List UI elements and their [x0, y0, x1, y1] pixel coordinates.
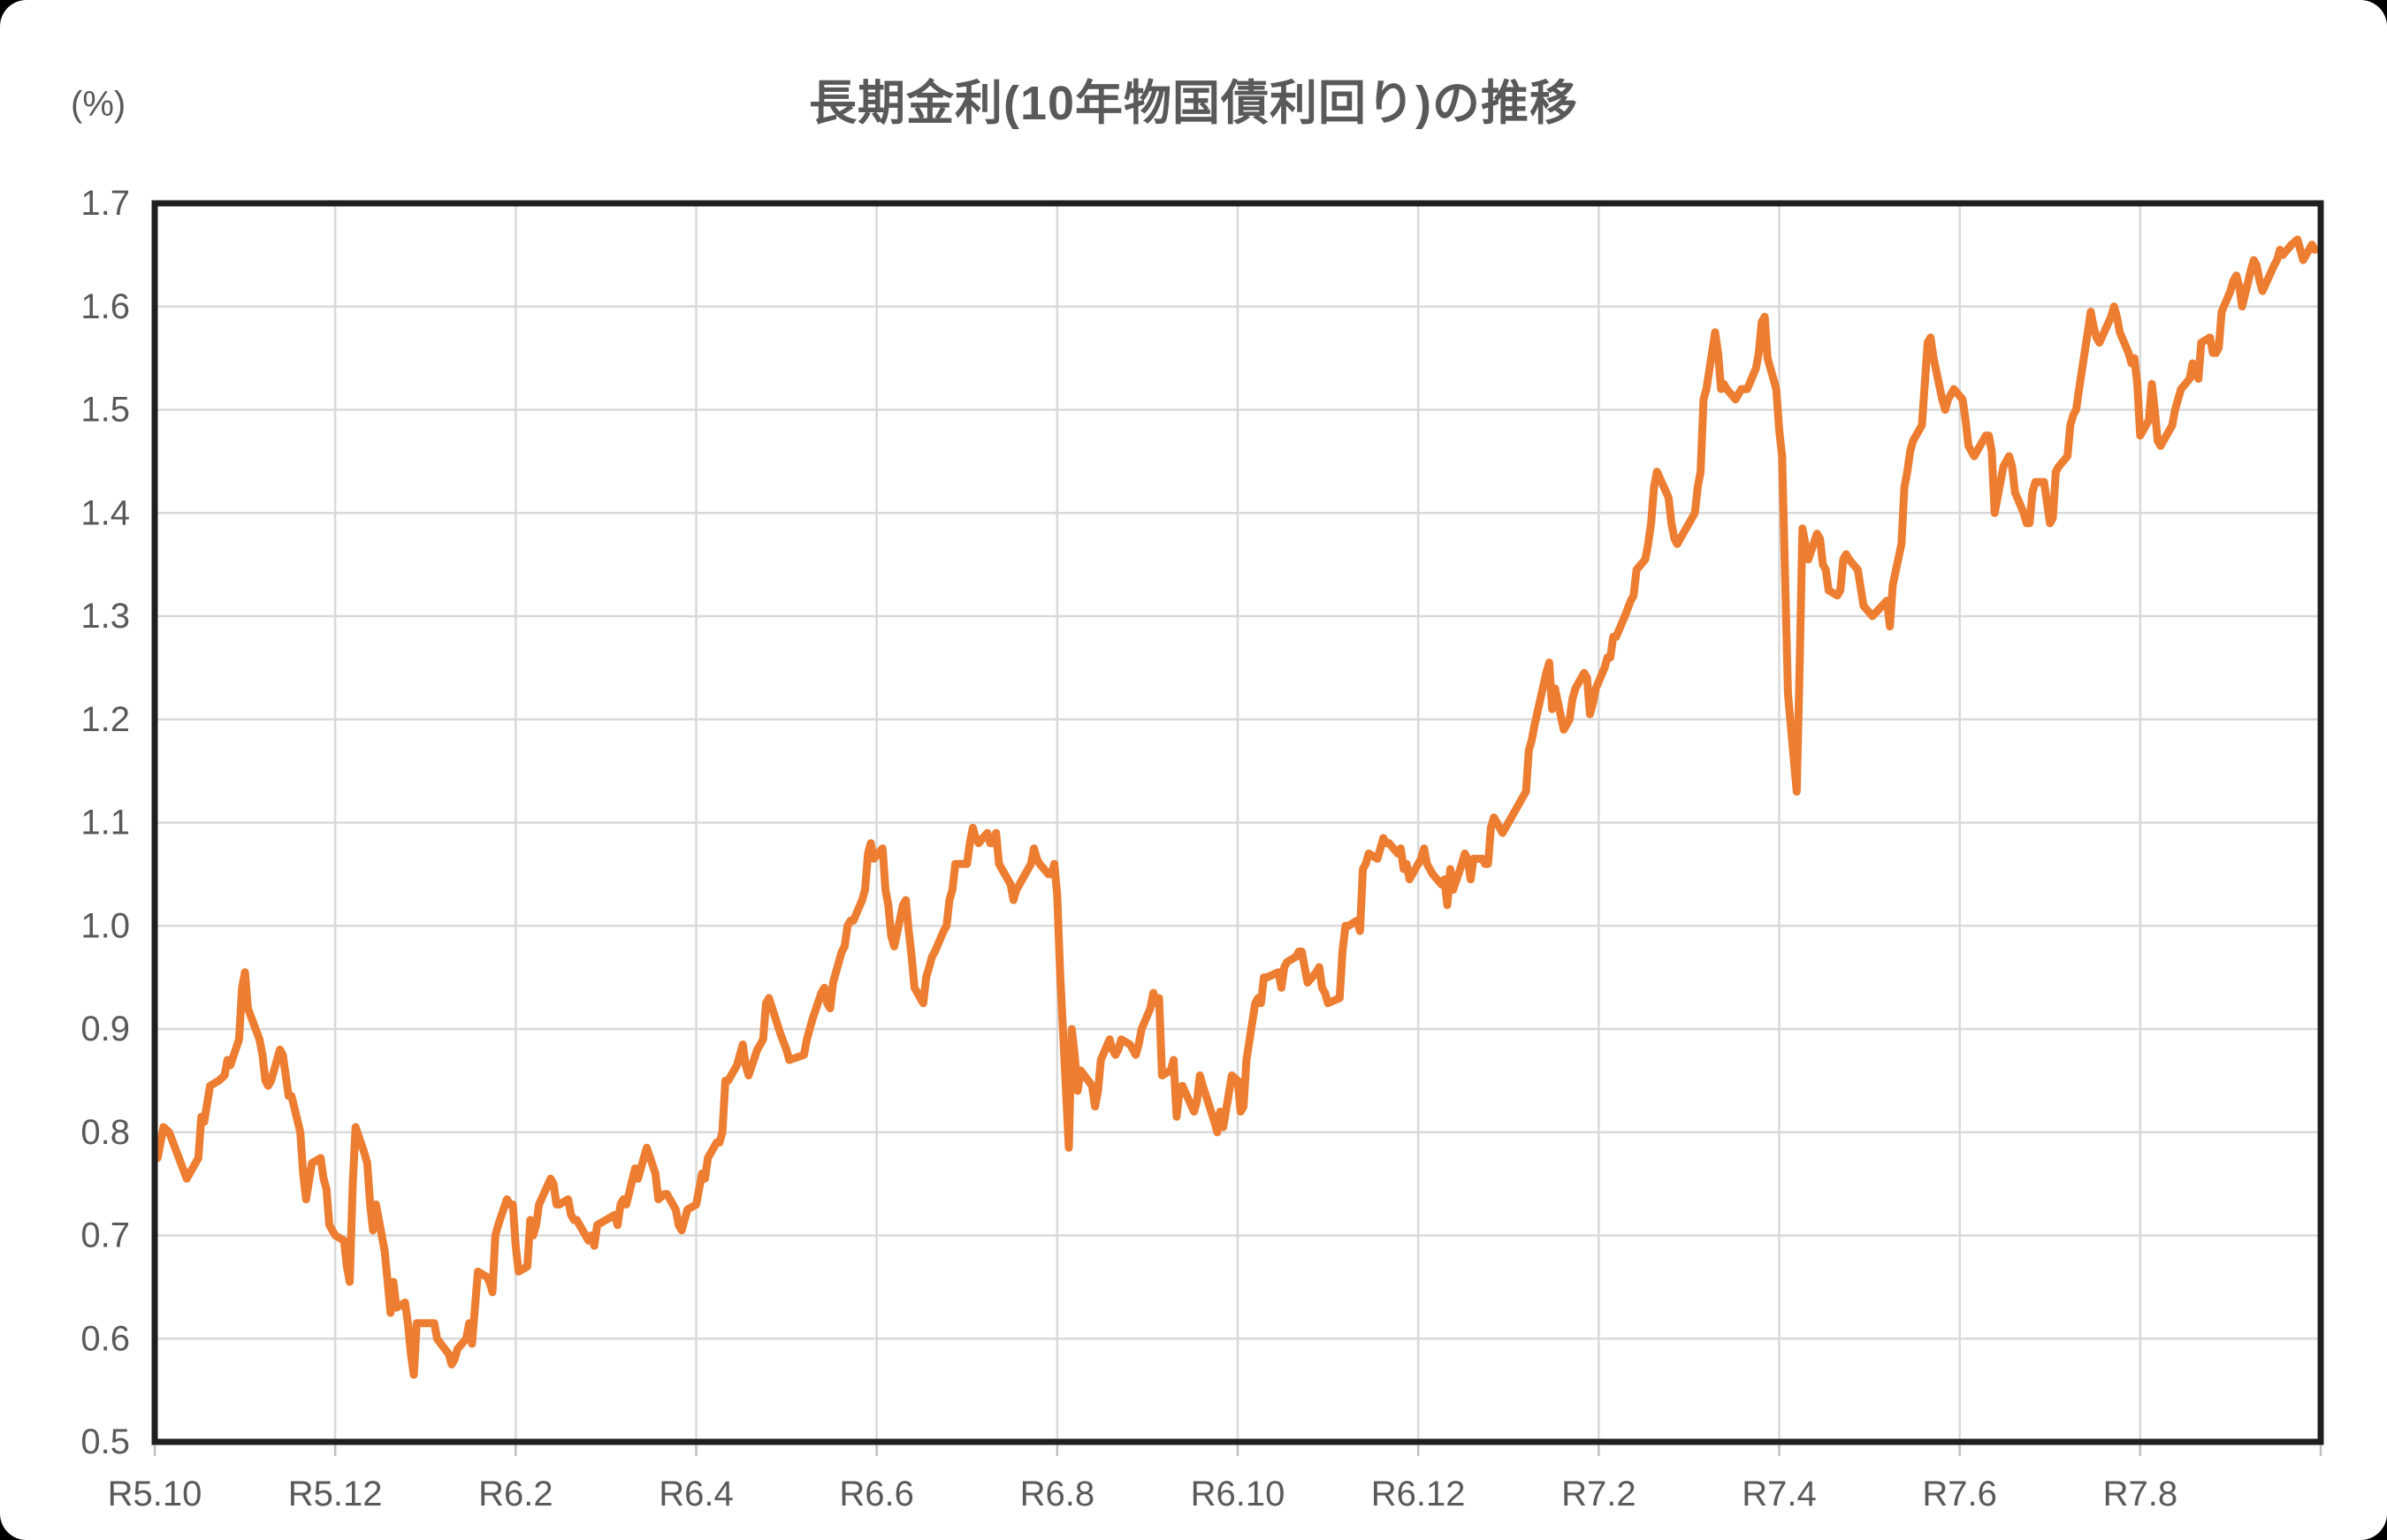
y-tick-label: 0.9 — [80, 1010, 130, 1048]
chart-title: 長期金利(10年物国債利回り)の推移 — [808, 77, 1579, 130]
y-tick-label: 0.5 — [80, 1422, 130, 1461]
x-tick-label: R5.12 — [288, 1475, 383, 1513]
y-tick-label: 1.5 — [80, 391, 130, 430]
x-tick-label: R5.10 — [108, 1475, 202, 1513]
plot-border — [151, 200, 2324, 1445]
x-gridlines — [333, 203, 2142, 1442]
y-tick-label: 1.7 — [80, 184, 130, 223]
x-tick-label: R6.8 — [1020, 1475, 1095, 1513]
x-tick-label: R6.10 — [1191, 1475, 1285, 1513]
y-tick-label: 0.7 — [80, 1216, 130, 1255]
x-tick-label: R7.8 — [2103, 1475, 2178, 1513]
x-tick-label: R6.2 — [478, 1475, 553, 1513]
x-tick-label: R7.2 — [1561, 1475, 1636, 1513]
x-tick-label: R6.12 — [1371, 1475, 1466, 1513]
y-tick-label: 1.2 — [80, 700, 130, 739]
x-tick-label: R6.6 — [839, 1475, 914, 1513]
y-tick-label: 1.6 — [80, 287, 130, 326]
x-axis-tick-labels: R5.10 R5.12 R6.2 R6.4 R6.6 R6.8 R6.10 R6.12 R7.2… — [108, 1475, 2177, 1513]
yield-line-series — [153, 235, 2319, 1379]
y-tick-label: 0.8 — [80, 1113, 130, 1152]
y-tick-label: 1.1 — [80, 804, 130, 842]
y-tick-label: 1.4 — [80, 493, 130, 532]
y-axis-unit-label: (%) — [71, 85, 126, 124]
y-tick-label: 0.6 — [80, 1319, 130, 1358]
y-tick-label: 1.0 — [80, 906, 130, 945]
x-tick-label: R6.4 — [659, 1475, 734, 1513]
y-axis-tick-labels: 0.5 0.6 0.7 0.8 0.9 1.0 1.1 1.2 1.3 1.4 1.5 1.6 1.7 — [80, 184, 130, 1461]
x-tick-label: R7.6 — [1922, 1475, 1997, 1513]
x-tick-label: R7.4 — [1742, 1475, 1817, 1513]
y-tick-label: 1.3 — [80, 597, 130, 636]
